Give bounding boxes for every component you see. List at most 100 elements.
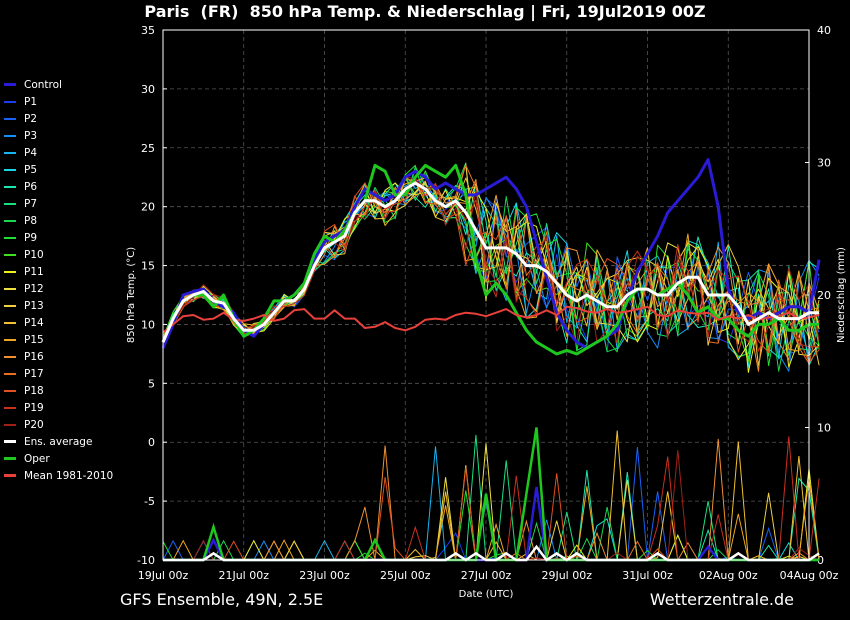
legend-item: P5 (4, 161, 113, 178)
legend-item: P4 (4, 144, 113, 161)
plot-frame (162, 29, 810, 561)
legend-label: P20 (24, 418, 44, 431)
x-tick-label: 31Jul 00z (622, 569, 673, 582)
chart-title: Paris (FR) 850 hPa Temp. & Niederschlag … (144, 2, 706, 21)
legend-swatch (4, 100, 16, 103)
legend-item: P8 (4, 212, 113, 229)
series-line-ens-average (161, 181, 820, 343)
x-axis-label: Date (UTC) (459, 589, 514, 600)
legend-item: P10 (4, 246, 113, 263)
legend-label: P9 (24, 231, 38, 244)
legend-swatch (4, 134, 16, 137)
x-tick-label: 02Aug 00z (699, 569, 758, 582)
x-tick-label: 21Jul 00z (218, 569, 269, 582)
legend-swatch (4, 440, 16, 443)
y-right-tick-label: 40 (817, 24, 831, 37)
source-credit: Wetterzentrale.de (649, 590, 794, 609)
model-info: GFS Ensemble, 49N, 2.5E (120, 590, 324, 609)
axis-layer: 35 30 25 20 15 10 5 0 -5 -10 40 30 20 10 0 19Jul 00z 21J… (137, 24, 839, 582)
legend-label: P7 (24, 197, 38, 210)
y-right-tick-label: 20 (817, 289, 831, 302)
legend-label: P1 (24, 95, 38, 108)
legend-item: P13 (4, 297, 113, 314)
y-right-axis-label: Niederschlag (mm) (836, 247, 847, 343)
x-tick-label: 29Jul 00z (541, 569, 592, 582)
legend-item: P15 (4, 331, 113, 348)
y-right-tick-label: 30 (817, 157, 831, 170)
legend-label: P5 (24, 163, 38, 176)
y-left-tick-label: 25 (141, 142, 155, 155)
legend-label: P12 (24, 282, 44, 295)
legend-swatch (4, 236, 16, 239)
legend-item: P19 (4, 399, 113, 416)
legend-swatch (4, 372, 16, 375)
series-line-p19 (162, 177, 820, 352)
legend-label: P4 (24, 146, 38, 159)
y-right-tick-label: 10 (817, 422, 831, 435)
legend-item: P20 (4, 416, 113, 433)
x-tick-label: 27Jul 00z (461, 569, 512, 582)
x-tick-label: 04Aug 00z (780, 569, 839, 582)
legend-swatch (4, 423, 16, 426)
legend-label: P2 (24, 112, 38, 125)
legend-label: P15 (24, 333, 44, 346)
y-right-tick-label: 0 (817, 554, 824, 567)
legend-swatch (4, 287, 16, 290)
legend-item: Ens. average (4, 433, 113, 450)
legend-label: P8 (24, 214, 38, 227)
legend-swatch (4, 321, 16, 324)
y-left-tick-label: 15 (141, 260, 155, 273)
legend-swatch (4, 168, 16, 171)
y-left-tick-label: -10 (137, 554, 155, 567)
legend-swatch (4, 474, 16, 477)
y-left-tick-label: 20 (141, 201, 155, 214)
legend-swatch (4, 406, 16, 409)
legend-label: P17 (24, 367, 44, 380)
y-left-tick-label: 35 (141, 24, 155, 37)
series-line-p16 (162, 178, 820, 372)
legend-swatch (4, 83, 16, 86)
legend-item: P11 (4, 263, 113, 280)
legend-swatch (4, 355, 16, 358)
legend-label: Ens. average (24, 435, 93, 448)
legend-item: Oper (4, 450, 113, 467)
series-line-oper (161, 163, 820, 356)
legend-label: P19 (24, 401, 44, 414)
legend-item: P1 (4, 93, 113, 110)
legend-swatch (4, 151, 16, 154)
grid-layer (163, 30, 809, 560)
legend-label: P13 (24, 299, 44, 312)
legend-item: P7 (4, 195, 113, 212)
legend-label: P3 (24, 129, 38, 142)
legend-item: P16 (4, 348, 113, 365)
legend-label: P10 (24, 248, 44, 261)
legend-swatch (4, 202, 16, 205)
legend-item: Mean 1981-2010 (4, 467, 113, 484)
x-tick-label: 23Jul 00z (299, 569, 350, 582)
legend-item: P14 (4, 314, 113, 331)
legend-label: P16 (24, 350, 44, 363)
legend: Control P1 P2 P3 P4 P5 P6 P7 P8 P9 P10 P11 P12 P13 P14… (4, 76, 113, 484)
legend-item: P17 (4, 365, 113, 382)
legend-swatch (4, 457, 16, 460)
legend-swatch (4, 389, 16, 392)
legend-item: P3 (4, 127, 113, 144)
legend-item: P9 (4, 229, 113, 246)
series-layer (161, 158, 821, 562)
series-line-mean-1981-2010 (162, 305, 820, 334)
legend-label: P6 (24, 180, 38, 193)
legend-swatch (4, 338, 16, 341)
series-line-p20 (162, 175, 820, 344)
legend-swatch (4, 185, 16, 188)
legend-item: P18 (4, 382, 113, 399)
y-left-tick-label: -5 (144, 495, 155, 508)
legend-label: Mean 1981-2010 (24, 469, 114, 482)
legend-label: Control (24, 78, 62, 91)
legend-label: P18 (24, 384, 44, 397)
y-left-tick-label: 30 (141, 83, 155, 96)
legend-swatch (4, 117, 16, 120)
legend-swatch (4, 219, 16, 222)
legend-swatch (4, 270, 16, 273)
legend-item: P6 (4, 178, 113, 195)
